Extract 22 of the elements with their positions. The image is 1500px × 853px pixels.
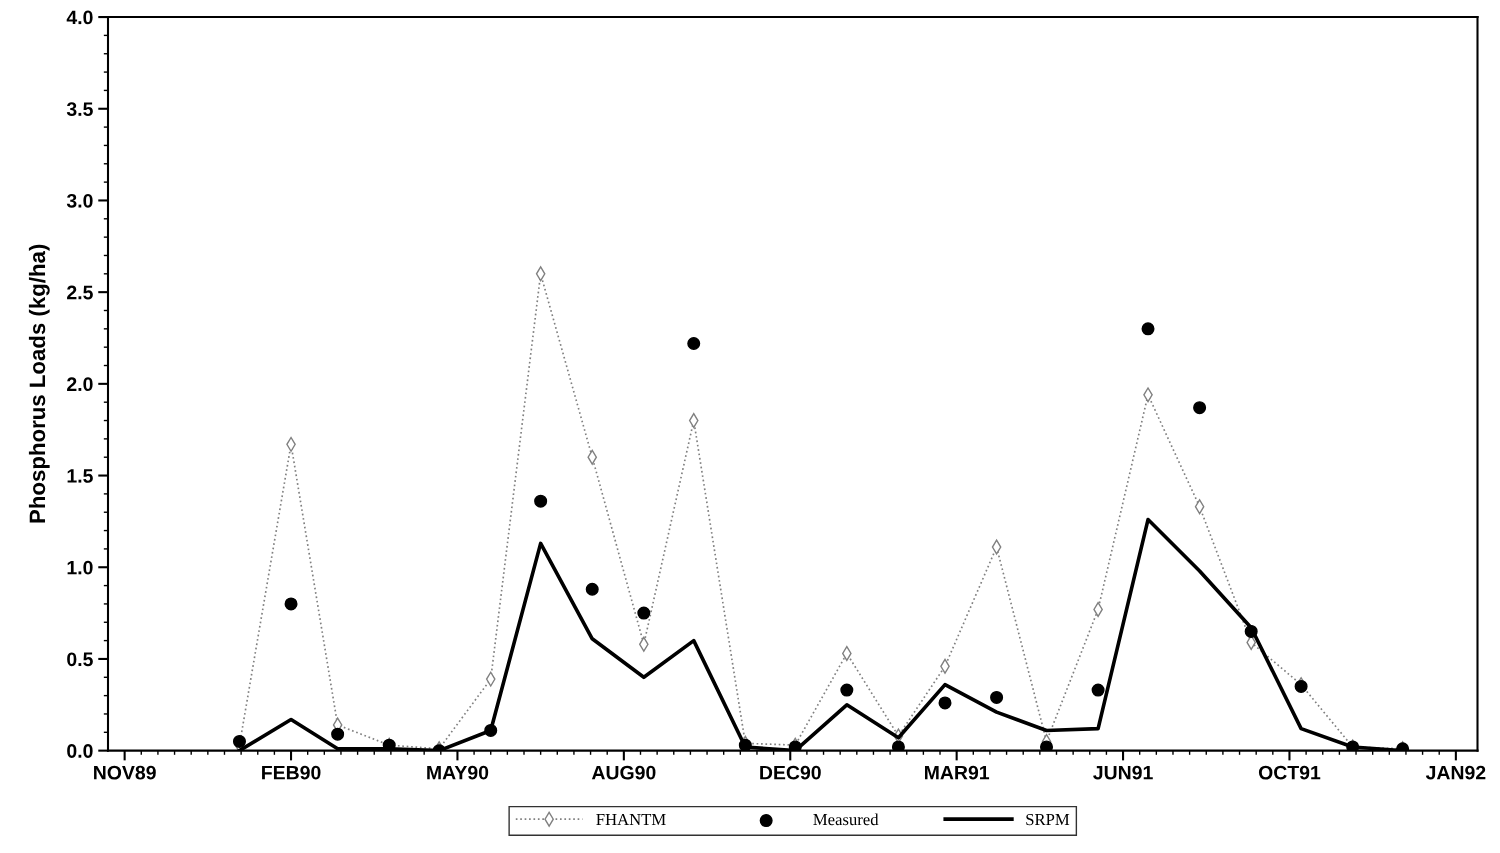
y-tick-label: 1.0 xyxy=(67,560,93,575)
y-tick-label: 3.5 xyxy=(66,102,93,117)
x-tick-label: NOV89 xyxy=(94,765,156,780)
y-tick-label: 3.0 xyxy=(66,193,93,208)
x-tick-label: JUN91 xyxy=(1093,765,1153,780)
x-tick-label: FEB90 xyxy=(262,765,321,780)
x-tick-label: JAN92 xyxy=(1425,765,1486,780)
y-tick-label: 1.5 xyxy=(67,469,93,483)
x-tick-label: AUG90 xyxy=(591,765,656,780)
y-tick-label: 0.0 xyxy=(67,744,93,758)
x-tick-label: DEC90 xyxy=(760,765,821,780)
legend-label: SRPM xyxy=(1026,813,1070,826)
x-tick-label: MAY90 xyxy=(427,765,489,780)
y-tick-label: 4.0 xyxy=(66,10,93,25)
y-tick-label: 2.5 xyxy=(67,285,93,300)
legend-label: FHANTM xyxy=(596,813,666,825)
y-tick-label: 2.0 xyxy=(67,377,93,392)
x-tick-label: OCT91 xyxy=(1258,765,1321,780)
text: Measured xyxy=(813,813,879,826)
y-axis-title: Phosphorus Loads (kg/ha) xyxy=(28,244,50,523)
y-tick-label: 0.5 xyxy=(67,652,93,667)
x-tick-label: MAR91 xyxy=(925,765,990,780)
